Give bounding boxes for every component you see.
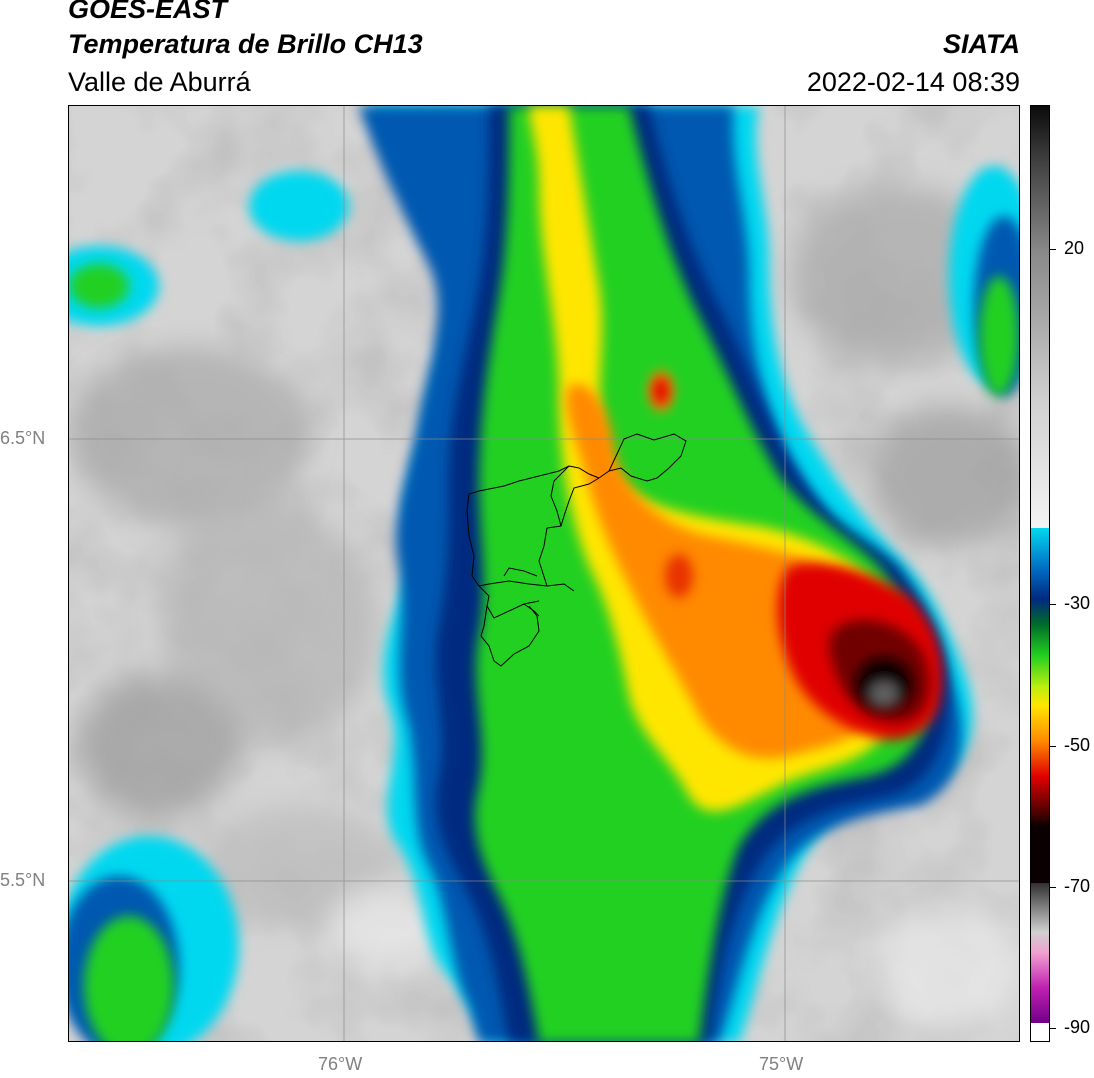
colorbar-tick-minus30 [1050, 604, 1056, 605]
lat-label-5-5n: 5.5°N [0, 870, 46, 890]
organization-label: SIATA [943, 29, 1020, 59]
satellite-map [68, 105, 1020, 1042]
colorbar-tick-minus50 [1050, 746, 1056, 747]
colorbar-label-minus70: -70 [1064, 876, 1091, 896]
valle-de-aburra-boundaries [466, 433, 687, 667]
colorbar-tick-minus90 [1050, 1028, 1056, 1029]
colorbar-label-minus90: -90 [1064, 1017, 1091, 1037]
datetime-label: 2022-02-14 08:39 [806, 67, 1020, 97]
lon-label-75w: 75°W [759, 1054, 804, 1074]
colorbar-label-minus50: -50 [1064, 735, 1091, 755]
satellite-title: GOES-EAST [68, 0, 228, 24]
cloud-layer-coldest [856, 658, 912, 710]
colorbar-label-minus30: -30 [1064, 593, 1091, 613]
graticule [69, 106, 1019, 1041]
colorbar-gradient [1031, 106, 1049, 1041]
lat-label-6-5n: 6.5°N [0, 428, 46, 448]
colorbar-tick-20 [1050, 249, 1056, 250]
region-label: Valle de Aburrá [68, 67, 251, 97]
brightness-temperature-field [69, 106, 1019, 1041]
colorbar-tick-minus70 [1050, 887, 1056, 888]
product-title: Temperatura de Brillo CH13 [68, 29, 423, 59]
colorbar-label-20: 20 [1064, 238, 1085, 258]
temperature-colorbar [1030, 105, 1050, 1042]
lon-label-76w: 76°W [318, 1054, 363, 1074]
